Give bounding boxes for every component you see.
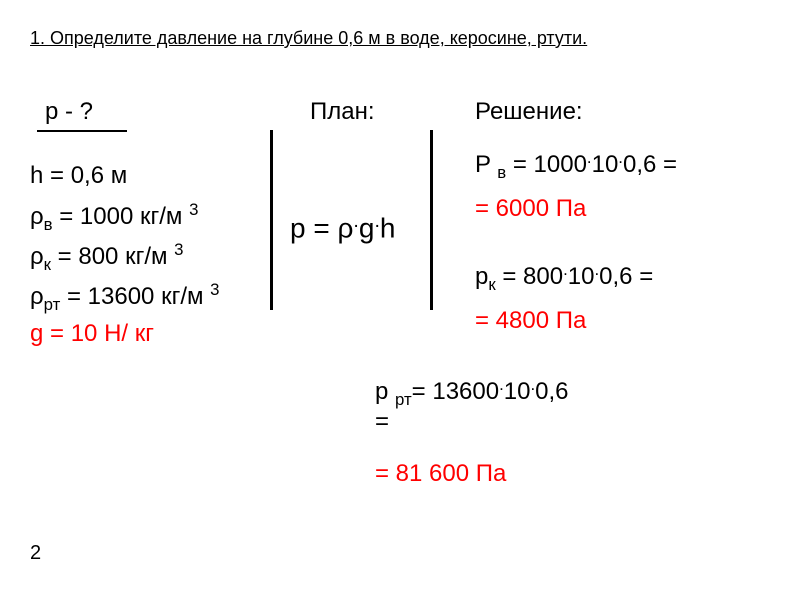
formula: p = ρ.g.h: [290, 210, 395, 244]
pv-mid3: 0,6 =: [623, 151, 677, 178]
given-rho-kerosene: ρк = 800 кг/м 3: [30, 240, 184, 275]
sol-prt-result: = 81 600 Па: [375, 460, 506, 488]
rho-k-pre: ρ: [30, 243, 44, 270]
rho-v-post: = 1000 кг/м: [53, 203, 190, 230]
rho-k-exp: 3: [174, 240, 183, 259]
prt-mid3: 0,6: [535, 378, 568, 405]
sol-pk-result: = 4800 Па: [475, 307, 586, 335]
rho-v-exp: 3: [189, 200, 198, 219]
pk-mid2: 10: [568, 263, 595, 290]
given-rho-mercury: ρрт = 13600 кг/м 3: [30, 280, 220, 315]
sol-pk-eq: pк = 800.10.0,6 =: [475, 260, 653, 295]
solution-label: Решение:: [475, 98, 583, 126]
rho-rt-sub: рт: [44, 295, 61, 314]
pv-mid: = 1000: [506, 151, 587, 178]
prt-mid2: 10: [504, 378, 531, 405]
prt-pre: p: [375, 378, 395, 405]
rho-rt-pre: ρ: [30, 283, 44, 310]
pv-mid2: 10: [592, 151, 619, 178]
rho-rt-post: = 13600 кг/м: [60, 283, 210, 310]
sol-pv-result: = 6000 Па: [475, 195, 586, 223]
rho-v-sub: в: [44, 215, 53, 234]
formula-h: h: [380, 212, 396, 243]
given-rho-water: ρв = 1000 кг/м 3: [30, 200, 198, 235]
formula-g: g: [359, 212, 375, 243]
given-h: h = 0,6 м: [30, 162, 127, 190]
given-g: g = 10 Н/ кг: [30, 320, 154, 348]
pk-mid3: 0,6 =: [599, 263, 653, 290]
sol-prt-eqb: =: [375, 408, 389, 436]
divider-right: [430, 130, 433, 310]
pv-pre: P: [475, 151, 497, 178]
pv-sub: в: [497, 163, 506, 182]
rho-rt-exp: 3: [210, 280, 219, 299]
p-question: p - ?: [45, 98, 93, 126]
divider-left: [270, 130, 273, 310]
pk-mid: = 800: [496, 263, 563, 290]
page-number: 2: [30, 542, 41, 565]
pk-sub: к: [488, 275, 495, 294]
prt-mid: = 13600: [412, 378, 499, 405]
formula-pre: p = ρ: [290, 212, 353, 243]
task-title: 1. Определите давление на глубине 0,6 м …: [30, 28, 587, 49]
prt-sub: рт: [395, 390, 412, 409]
rho-k-post: = 800 кг/м: [51, 243, 174, 270]
plan-label: План:: [310, 98, 375, 126]
sol-prt-eq: p рт= 13600.10.0,6: [375, 375, 569, 410]
rho-v-pre: ρ: [30, 203, 44, 230]
sol-pv-eq: P в = 1000.10.0,6 =: [475, 148, 677, 183]
rho-k-sub: к: [44, 255, 51, 274]
pk-pre: p: [475, 263, 488, 290]
p-underline: [37, 130, 127, 132]
